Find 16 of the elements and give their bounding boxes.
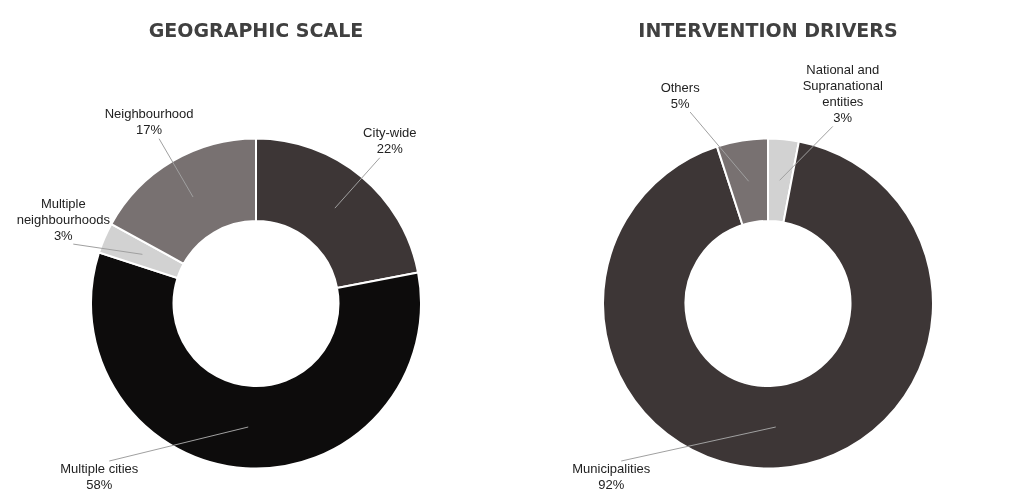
chart-title: GEOGRAPHIC SCALE bbox=[147, 18, 365, 43]
data-label: 3% bbox=[833, 110, 853, 126]
data-label: 92% bbox=[598, 476, 625, 492]
data-label: 17% bbox=[136, 122, 163, 138]
slice-label: Municipalities bbox=[572, 460, 651, 476]
slice-label: Neighbourhood bbox=[104, 106, 194, 122]
slice-label: Multiple neighbourhoods bbox=[16, 195, 111, 227]
slice-label: Others bbox=[660, 79, 701, 95]
chart-title: INTERVENTION DRIVERS bbox=[637, 18, 899, 43]
data-label: 22% bbox=[376, 141, 404, 157]
slice-label: Multiple cities bbox=[60, 460, 139, 476]
data-label: 58% bbox=[86, 476, 113, 492]
slice-label: City-wide bbox=[363, 125, 417, 141]
slice-label: National and Supranational entities bbox=[802, 62, 883, 110]
data-label: 3% bbox=[53, 227, 74, 243]
data-label: 5% bbox=[670, 95, 690, 111]
